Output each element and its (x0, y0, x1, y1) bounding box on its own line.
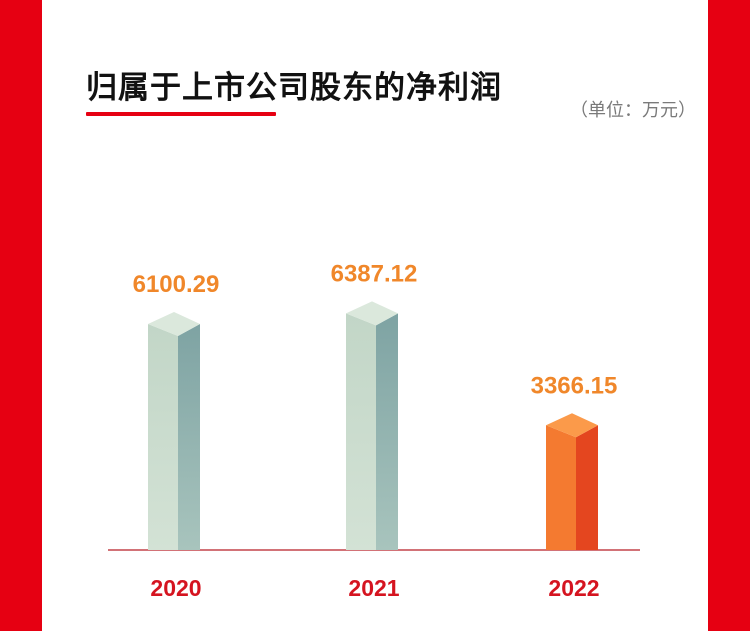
category-label: 2020 (150, 575, 201, 601)
bar-side-face (178, 324, 200, 550)
bar-side-face (376, 313, 398, 550)
bar-top-face (148, 312, 200, 336)
bar-front-face (148, 324, 178, 550)
bar-2022 (546, 413, 598, 550)
value-label: 6100.29 (133, 271, 220, 298)
bar-front-face (546, 425, 576, 550)
bar-front-face (346, 313, 376, 550)
bar-2021 (346, 301, 398, 550)
bar-side-face (576, 425, 598, 550)
value-label: 3366.15 (531, 372, 618, 399)
value-label: 6387.12 (331, 260, 418, 287)
unit-label: （单位：万元） (570, 100, 696, 121)
bar-top-face (546, 413, 598, 438)
bar-top-face (346, 301, 398, 326)
category-label: 2021 (348, 575, 399, 601)
title-underline (86, 112, 276, 116)
category-label: 2022 (548, 575, 599, 601)
chart-title: 归属于上市公司股东的净利润 (86, 70, 502, 106)
bar-2020 (148, 312, 200, 550)
